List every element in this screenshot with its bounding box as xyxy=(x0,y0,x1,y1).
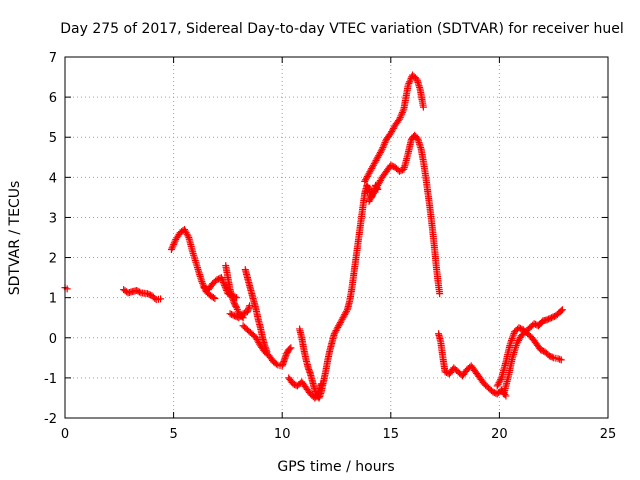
data-point xyxy=(509,333,517,341)
data-point xyxy=(548,353,556,361)
data-point xyxy=(170,239,178,247)
data-point xyxy=(378,145,386,153)
data-point xyxy=(157,295,165,303)
data-point xyxy=(217,274,225,282)
y-tick-label: 2 xyxy=(49,252,57,267)
data-point xyxy=(272,360,280,368)
data-point xyxy=(405,79,413,87)
data-point xyxy=(221,283,229,291)
data-point xyxy=(404,81,412,89)
data-point xyxy=(184,232,192,240)
data-point xyxy=(136,288,144,296)
y-tick-label: -1 xyxy=(44,372,57,387)
x-axis-label: GPS time / hours xyxy=(277,459,394,475)
data-point xyxy=(497,375,505,383)
data-point xyxy=(169,242,177,250)
data-point xyxy=(232,302,240,310)
y-tick-label: 6 xyxy=(49,91,57,106)
data-point xyxy=(246,302,254,310)
data-point xyxy=(406,76,414,84)
data-point xyxy=(380,142,388,150)
y-tick-label: 4 xyxy=(49,171,57,186)
x-tick-label: 5 xyxy=(169,427,177,442)
x-tick-label: 0 xyxy=(61,427,69,442)
y-tick-label: 7 xyxy=(49,51,57,66)
data-point xyxy=(167,246,175,254)
data-point xyxy=(395,115,403,123)
data-point xyxy=(556,355,564,363)
x-tick-label: 10 xyxy=(274,427,291,442)
data-point xyxy=(286,345,294,353)
axis-ticks: 0 5 10 15 20 25 -2 -1 0 1 2 3 4 5 6 7 xyxy=(44,51,616,442)
y-tick-label: -2 xyxy=(44,412,57,427)
data-point xyxy=(506,340,514,348)
data-point xyxy=(413,134,421,142)
data-point xyxy=(399,107,407,115)
data-point xyxy=(557,307,565,315)
x-tick-label: 25 xyxy=(600,427,617,442)
data-point xyxy=(557,356,565,364)
x-tick-label: 15 xyxy=(383,427,400,442)
data-point xyxy=(398,108,406,116)
data-point xyxy=(396,114,404,122)
data-point xyxy=(219,277,227,285)
data-point xyxy=(199,279,207,287)
y-tick-label: 3 xyxy=(49,211,57,226)
data-point xyxy=(397,112,405,120)
data-point xyxy=(198,278,206,286)
data-point xyxy=(508,335,516,343)
data-point xyxy=(170,241,178,249)
x-tick-label: 20 xyxy=(491,427,508,442)
data-point xyxy=(168,244,176,252)
data-point xyxy=(419,103,427,111)
data-point xyxy=(364,184,372,192)
data-point xyxy=(436,290,444,298)
data-point xyxy=(209,294,217,302)
data-point xyxy=(398,110,406,118)
data-point xyxy=(379,144,387,152)
data-point xyxy=(508,336,516,344)
data-point xyxy=(558,306,566,314)
data-points xyxy=(61,71,566,402)
y-tick-label: 5 xyxy=(49,131,57,146)
data-point xyxy=(218,275,226,283)
data-point xyxy=(507,338,515,346)
data-point xyxy=(381,139,389,147)
data-point xyxy=(380,140,388,148)
y-tick-label: 0 xyxy=(49,332,57,347)
chart-title: Day 275 of 2017, Sidereal Day-to-day VTE… xyxy=(60,21,623,37)
data-point xyxy=(222,285,230,293)
y-axis-label: SDTVAR / TECUs xyxy=(7,181,23,296)
data-point xyxy=(509,331,517,339)
data-point xyxy=(211,294,219,302)
data-point xyxy=(406,78,414,86)
data-point xyxy=(342,307,350,315)
data-point xyxy=(287,344,295,352)
data-point xyxy=(554,355,562,363)
plot-frame xyxy=(64,56,609,419)
y-tick-label: 1 xyxy=(49,292,57,307)
data-point xyxy=(377,147,385,155)
